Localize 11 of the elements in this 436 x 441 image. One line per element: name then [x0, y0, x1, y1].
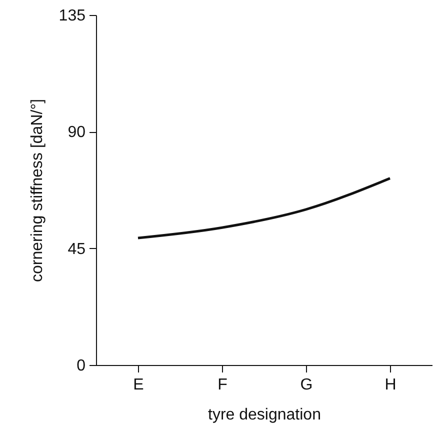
y-axis-title: cornering stiffness [daN/°]: [28, 98, 46, 282]
y-tick-label: 45: [68, 240, 86, 258]
x-tick-label: F: [218, 376, 228, 394]
x-tick-label: E: [133, 376, 144, 394]
x-axis-title: tyre designation: [208, 406, 321, 424]
x-tick-label: H: [384, 376, 396, 394]
line-series: [136, 177, 392, 240]
x-tick-label: G: [300, 376, 313, 394]
y-tick-label: 0: [76, 358, 86, 374]
y-tick-label: 135: [58, 8, 86, 24]
y-tick-label: 90: [68, 124, 86, 142]
